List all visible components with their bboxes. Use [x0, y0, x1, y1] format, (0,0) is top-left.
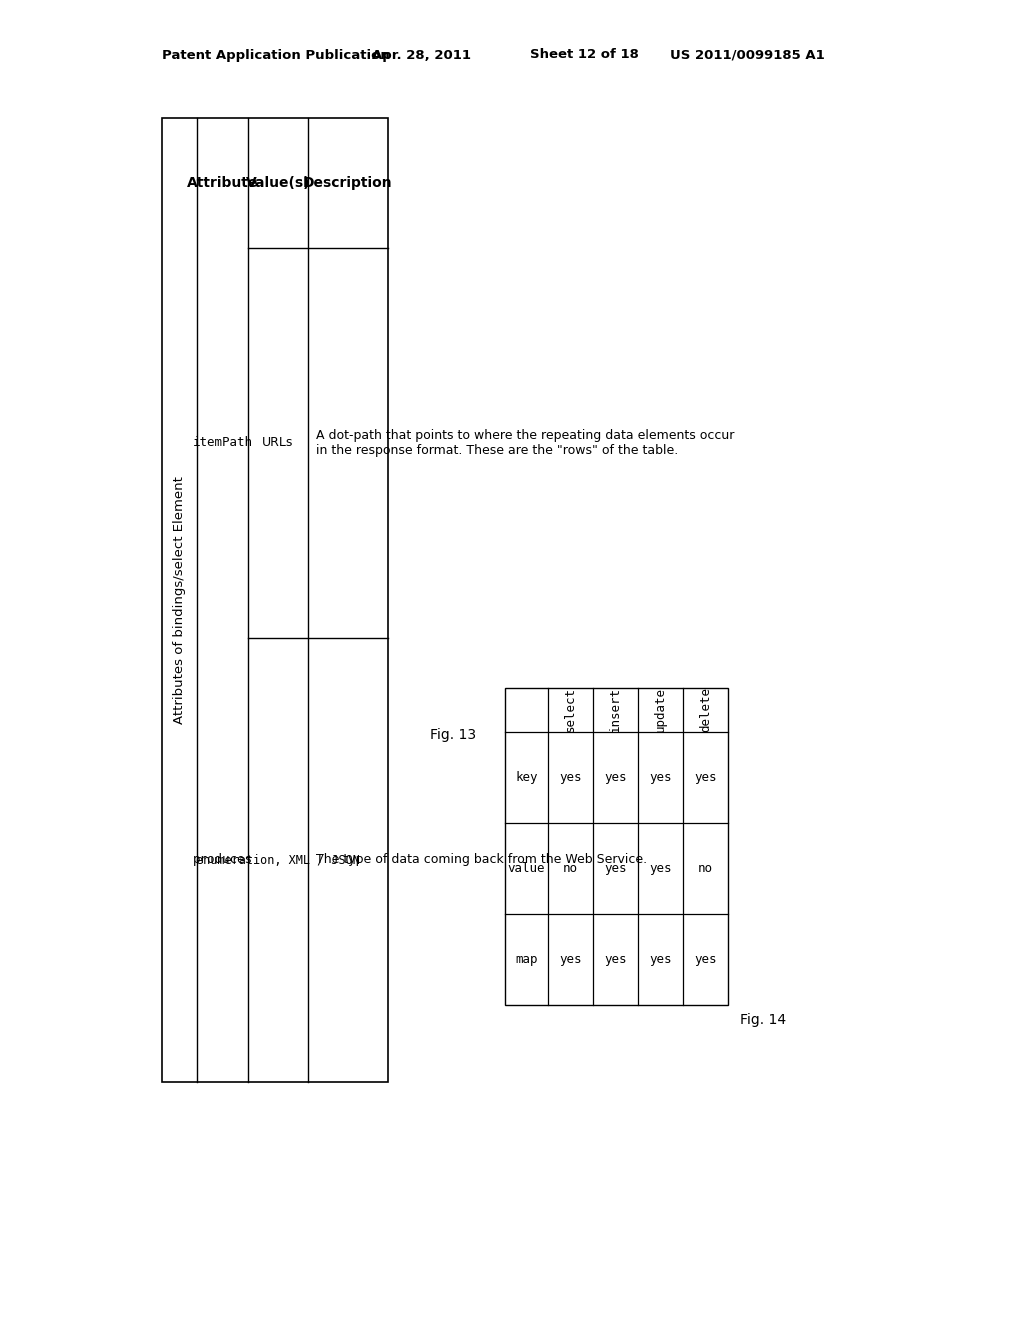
Text: key: key: [515, 771, 538, 784]
Text: yes: yes: [604, 862, 627, 875]
Text: Sheet 12 of 18: Sheet 12 of 18: [530, 49, 639, 62]
Text: Apr. 28, 2011: Apr. 28, 2011: [372, 49, 471, 62]
Text: no: no: [698, 862, 713, 875]
Text: URLs: URLs: [262, 437, 294, 450]
Bar: [162, 117, 388, 1082]
Text: Patent Application Publication: Patent Application Publication: [162, 49, 390, 62]
Text: Fig. 14: Fig. 14: [740, 1012, 786, 1027]
Text: yes: yes: [694, 771, 717, 784]
Bar: [505, 688, 728, 1005]
Text: value: value: [508, 862, 545, 875]
Text: enumeration, XML / JSON: enumeration, XML / JSON: [196, 854, 360, 866]
Text: select: select: [564, 688, 577, 733]
Text: yes: yes: [649, 771, 672, 784]
Text: produces: produces: [193, 854, 253, 866]
Text: yes: yes: [649, 862, 672, 875]
Text: yes: yes: [559, 771, 582, 784]
Text: insert: insert: [609, 688, 622, 733]
Text: Fig. 13: Fig. 13: [430, 729, 476, 742]
Text: map: map: [515, 953, 538, 966]
Text: delete: delete: [699, 688, 712, 733]
Text: Value(s): Value(s): [246, 176, 310, 190]
Text: yes: yes: [559, 953, 582, 966]
Text: The type of data coming back from the Web Service.: The type of data coming back from the We…: [316, 854, 647, 866]
Text: US 2011/0099185 A1: US 2011/0099185 A1: [670, 49, 824, 62]
Text: A dot-path that points to where the repeating data elements occur
in the respons: A dot-path that points to where the repe…: [316, 429, 734, 457]
Text: itemPath: itemPath: [193, 437, 253, 450]
Text: update: update: [654, 688, 667, 733]
Text: yes: yes: [604, 953, 627, 966]
Text: Description: Description: [303, 176, 393, 190]
Text: Attribute: Attribute: [186, 176, 258, 190]
Text: Attributes of bindings/select Element: Attributes of bindings/select Element: [173, 477, 186, 723]
Text: no: no: [563, 862, 578, 875]
Text: yes: yes: [604, 771, 627, 784]
Text: yes: yes: [694, 953, 717, 966]
Text: yes: yes: [649, 953, 672, 966]
